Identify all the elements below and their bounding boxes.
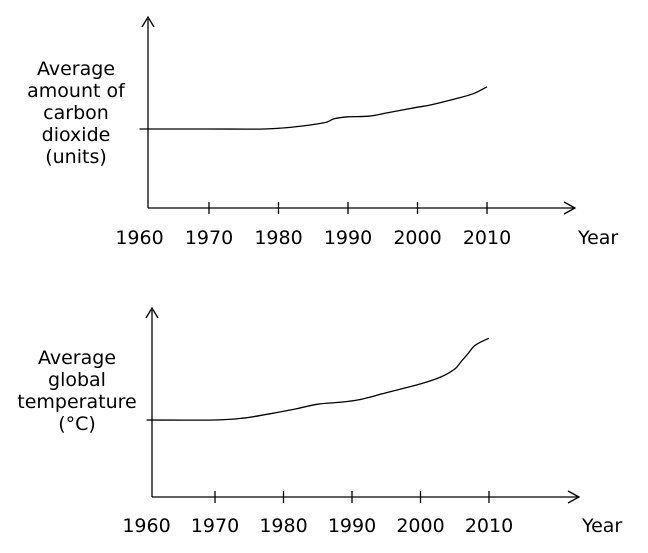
chart-plot: 1960 1970 1980 1990 2000 2010 Year	[122, 306, 622, 537]
y-axis-label-line: (units)	[45, 146, 107, 168]
y-axis-label-line: global	[48, 369, 106, 391]
x-axis-label: Year	[577, 227, 618, 249]
y-axis-arrow	[145, 306, 159, 319]
temperature-series-line	[146, 337, 490, 421]
x-tick-label: 1980	[254, 227, 302, 249]
x-ticks	[214, 491, 490, 503]
x-axis-arrow	[563, 201, 577, 215]
y-axis-label-line: dioxide	[41, 124, 111, 146]
y-axis-label-line: (°C)	[58, 413, 96, 435]
temperature-chart: Average global temperature (°C) 1960 1970…	[0, 290, 648, 553]
x-ticks	[208, 202, 488, 214]
x-tick-label: 1960	[122, 515, 170, 537]
y-axis-label: Average global temperature (°C)	[4, 347, 150, 435]
y-axis-label-line: amount of	[27, 80, 125, 102]
x-tick-labels: 1960 1970 1980 1990 2000 2010	[115, 227, 511, 249]
y-axis-label-line: temperature	[17, 391, 137, 413]
co2-chart: Average amount of carbon dioxide (units)…	[0, 0, 648, 270]
x-tick-label: 2010	[465, 515, 513, 537]
x-axis-label: Year	[581, 515, 622, 537]
x-tick-label: 1990	[324, 227, 372, 249]
x-tick-label: 1980	[259, 515, 307, 537]
x-tick-label: 2000	[393, 227, 441, 249]
y-axis-label: Average amount of carbon dioxide (units)	[12, 58, 140, 168]
x-tick-label: 1970	[185, 227, 233, 249]
y-axis-arrow	[141, 15, 155, 28]
x-tick-label: 1960	[115, 227, 163, 249]
x-tick-label: 1970	[191, 515, 239, 537]
y-axis-label-line: Average	[37, 347, 117, 369]
y-axis-label-line: carbon	[43, 102, 109, 124]
y-axis-label-line: Average	[36, 58, 116, 80]
x-tick-label: 1990	[328, 515, 376, 537]
x-tick-label: 2000	[396, 515, 444, 537]
x-axis-arrow	[567, 490, 581, 504]
x-tick-label: 2010	[463, 227, 511, 249]
co2-series-line	[139, 86, 488, 130]
x-tick-labels: 1960 1970 1980 1990 2000 2010	[122, 515, 513, 537]
chart-plot: 1960 1970 1980 1990 2000 2010 Year	[115, 15, 618, 249]
